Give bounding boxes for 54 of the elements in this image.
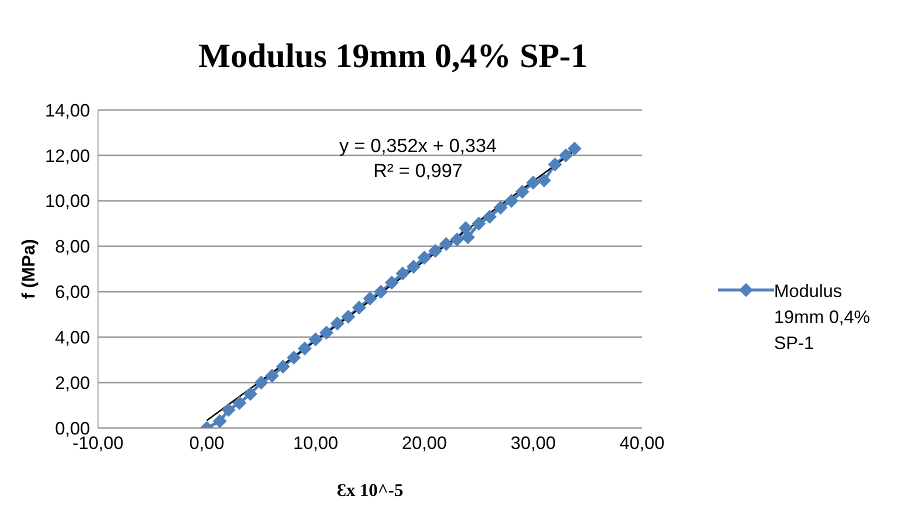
- y-tick-label: 14,00: [44, 100, 90, 120]
- point: [515, 184, 530, 199]
- point: [363, 292, 377, 306]
- x-tick-label: 30,00: [510, 432, 556, 453]
- point: [265, 368, 280, 383]
- point: [243, 386, 258, 401]
- point: [458, 221, 473, 236]
- point: [526, 176, 540, 190]
- point: [330, 316, 344, 331]
- legend-label: Modulus 19mm 0,4% SP-1: [774, 280, 872, 355]
- point: [254, 376, 268, 390]
- annotation: R² = 0,997: [372, 161, 464, 183]
- point: [428, 244, 442, 258]
- annotation: y = 0,352x + 0,334: [338, 136, 498, 158]
- point: [396, 266, 410, 281]
- x-axis-title: Ɛx 10^-5: [336, 480, 404, 500]
- x-tick-label: 40,00: [619, 432, 665, 453]
- point: [472, 216, 486, 231]
- y-tick-label: 0,00: [54, 418, 90, 438]
- point: [232, 396, 246, 410]
- x-tick-label: 0,00: [189, 432, 224, 453]
- y-tick-label: 8,00: [54, 236, 90, 257]
- point: [276, 360, 290, 374]
- x-tick-label: 20,00: [402, 432, 447, 453]
- point: [374, 284, 388, 299]
- point: [450, 232, 464, 246]
- point: [568, 142, 582, 156]
- point: [494, 200, 508, 215]
- point: [558, 148, 573, 162]
- y-tick-label: 12,00: [44, 146, 90, 166]
- point: [460, 230, 475, 244]
- point: [308, 332, 323, 346]
- point: [406, 260, 421, 274]
- point: [222, 402, 236, 417]
- chart-title: Modulus 19mm 0,4% SP-1: [197, 38, 589, 76]
- point: [417, 250, 432, 265]
- x-tick-label: 10,00: [293, 432, 338, 453]
- point: [298, 342, 312, 356]
- point: [384, 276, 399, 290]
- point: [212, 414, 227, 428]
- y-tick-label: 10,00: [44, 191, 90, 212]
- point: [537, 173, 552, 188]
- y-tick-label: 4,00: [54, 328, 90, 348]
- y-axis-title: f (MPa): [18, 239, 38, 299]
- point: [352, 300, 366, 315]
- point: [482, 210, 497, 224]
- y-tick-label: 2,00: [54, 372, 90, 393]
- point: [439, 237, 454, 252]
- point: [286, 350, 301, 365]
- point: [548, 158, 562, 172]
- point: [504, 194, 518, 208]
- y-tick-label: 6,00: [54, 282, 90, 302]
- point: [319, 326, 334, 340]
- point: [341, 310, 356, 324]
